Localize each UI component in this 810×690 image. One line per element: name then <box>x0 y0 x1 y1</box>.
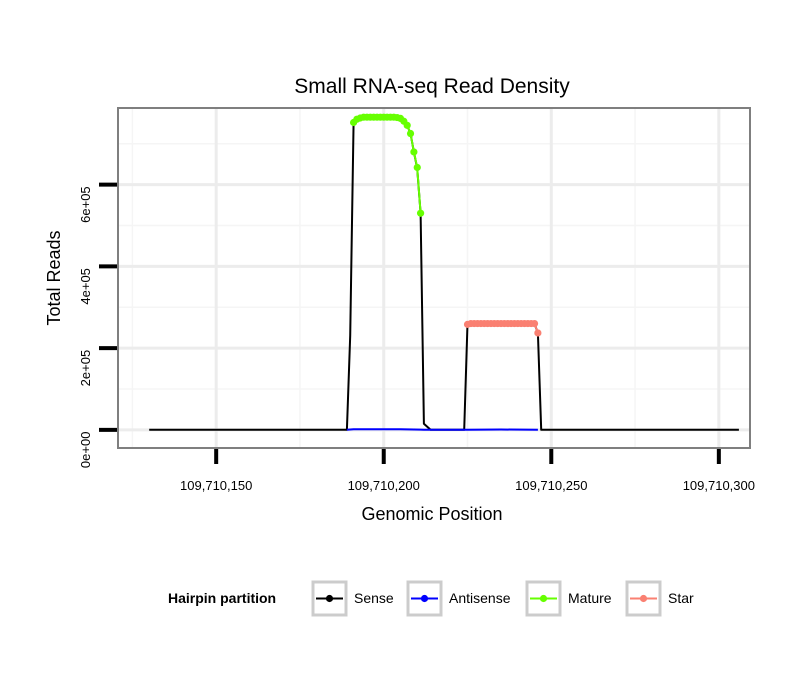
legend-item-mature: Mature <box>525 580 612 617</box>
y-axis: 0e+00 2e+05 4e+05 6e+05 <box>78 182 117 469</box>
y-axis-title: Total Reads <box>44 230 64 325</box>
series-layer <box>149 113 739 431</box>
star-point <box>534 329 542 337</box>
legend-label-sense: Sense <box>354 590 394 606</box>
x-tick-label: 109,710,300 <box>683 478 755 493</box>
legend-label-antisense: Antisense <box>449 590 511 606</box>
legend-item-antisense: Antisense <box>406 580 511 617</box>
x-tick-label: 109,710,250 <box>515 478 587 493</box>
mature-point <box>416 209 425 217</box>
y-tick-label: 4e+05 <box>78 268 93 305</box>
mature-point <box>413 163 421 172</box>
legend-item-sense: Sense <box>311 580 394 617</box>
legend-label-star: Star <box>668 590 694 606</box>
legend-key-point <box>539 594 548 603</box>
legend-key-point <box>639 594 648 603</box>
star-point <box>530 319 539 328</box>
legend-title: Hairpin partition <box>168 590 276 606</box>
legend-item-star: Star <box>625 580 694 617</box>
antisense-line <box>346 428 538 431</box>
x-tick-label: 109,710,150 <box>180 478 252 493</box>
mature-point <box>406 129 415 138</box>
legend-label-mature: Mature <box>568 590 612 606</box>
mature-point <box>410 148 418 156</box>
y-tick-label: 0e+00 <box>78 432 93 469</box>
mature-point <box>403 121 411 129</box>
x-tick-label: 109,710,200 <box>348 478 420 493</box>
y-tick-label: 2e+05 <box>78 350 93 387</box>
x-axis-title: Genomic Position <box>361 504 502 524</box>
plot-panel <box>117 107 751 449</box>
y-tick-label: 6e+05 <box>78 186 93 223</box>
legend-key-point <box>420 594 429 603</box>
x-axis: 109,710,150 109,710,200 109,710,250 109,710… <box>180 449 755 493</box>
legend-key-point <box>325 594 334 603</box>
legend: Hairpin partition Sense Antisense Mature St… <box>168 580 694 617</box>
chart-title: Small RNA-seq Read Density <box>294 75 570 98</box>
